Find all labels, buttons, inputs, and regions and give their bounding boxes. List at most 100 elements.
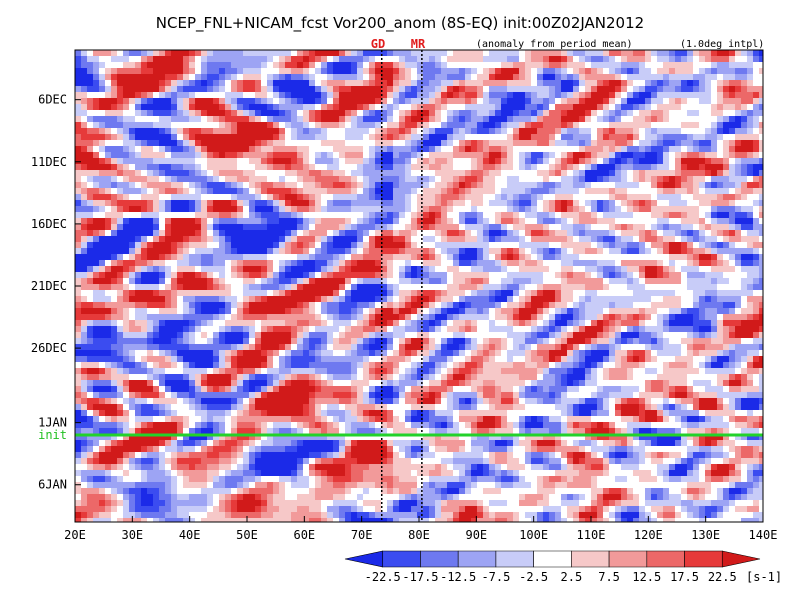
heatmap-cell	[597, 188, 604, 195]
heatmap-cell	[261, 164, 268, 171]
heatmap-cell	[339, 296, 346, 303]
heatmap-cell	[729, 260, 736, 267]
heatmap-cell	[243, 86, 250, 93]
heatmap-cell	[291, 296, 298, 303]
heatmap-cell	[249, 170, 256, 177]
heatmap-cell	[501, 188, 508, 195]
heatmap-cell	[573, 128, 580, 135]
heatmap-cell	[735, 50, 742, 57]
heatmap-cell	[321, 86, 328, 93]
heatmap-cell	[615, 296, 622, 303]
heatmap-cell	[111, 74, 118, 81]
heatmap-cell	[423, 200, 430, 207]
heatmap-cell	[213, 194, 220, 201]
heatmap-cell	[591, 158, 598, 165]
heatmap-cell	[711, 128, 718, 135]
heatmap-cell	[315, 206, 322, 213]
heatmap-cell	[501, 230, 508, 237]
heatmap-cell	[741, 62, 748, 69]
heatmap-cell	[369, 200, 376, 207]
heatmap-cell	[99, 146, 106, 153]
heatmap-cell	[417, 302, 424, 309]
heatmap-cell	[729, 242, 736, 249]
heatmap-cell	[399, 248, 406, 255]
heatmap-cell	[501, 224, 508, 231]
heatmap-cell	[621, 62, 628, 69]
heatmap-cell	[297, 152, 304, 159]
heatmap-cell	[207, 98, 214, 105]
heatmap-cell	[465, 284, 472, 291]
heatmap-cell	[303, 212, 310, 219]
heatmap-cell	[729, 104, 736, 111]
chart-subtitle: (anomaly from period mean)	[476, 39, 633, 50]
heatmap-cell	[345, 80, 352, 87]
heatmap-cell	[675, 230, 682, 237]
heatmap-cell	[693, 302, 700, 309]
heatmap-cell	[693, 236, 700, 243]
heatmap-cell	[495, 116, 502, 123]
heatmap-cell	[201, 56, 208, 63]
heatmap-cell	[675, 224, 682, 231]
heatmap-cell	[681, 134, 688, 141]
heatmap-cell	[693, 248, 700, 255]
heatmap-cell	[699, 74, 706, 81]
heatmap-cell	[399, 128, 406, 135]
heatmap-cell	[165, 152, 172, 159]
heatmap-cell	[201, 224, 208, 231]
heatmap-cell	[75, 254, 82, 261]
heatmap-cell	[129, 116, 136, 123]
heatmap-cell	[261, 116, 268, 123]
heatmap-cell	[687, 80, 694, 87]
heatmap-cell	[417, 140, 424, 147]
heatmap-cell	[393, 116, 400, 123]
heatmap-cell	[453, 86, 460, 93]
heatmap-cell	[363, 242, 370, 249]
heatmap-cell	[309, 176, 316, 183]
heatmap-cell	[435, 134, 442, 141]
heatmap-cell	[429, 134, 436, 141]
heatmap-cell	[387, 248, 394, 255]
heatmap-cell	[753, 194, 760, 201]
heatmap-cell	[177, 182, 184, 189]
heatmap-cell	[519, 278, 526, 285]
heatmap-cell	[471, 56, 478, 63]
heatmap-cell	[435, 152, 442, 159]
heatmap-cell	[375, 188, 382, 195]
heatmap-cell	[417, 290, 424, 297]
heatmap-cell	[387, 56, 394, 63]
heatmap-cell	[105, 56, 112, 63]
heatmap-cell	[249, 164, 256, 171]
heatmap-cell	[525, 284, 532, 291]
heatmap-cell	[261, 206, 268, 213]
heatmap-cell	[609, 56, 616, 63]
heatmap-cell	[225, 278, 232, 285]
heatmap-cell	[189, 188, 196, 195]
heatmap-cell	[147, 164, 154, 171]
heatmap-cell	[291, 122, 298, 129]
heatmap-cell	[99, 302, 106, 309]
heatmap-cell	[477, 302, 484, 309]
heatmap-cell	[471, 188, 478, 195]
heatmap-cell	[567, 296, 574, 303]
heatmap-cell	[303, 308, 310, 315]
heatmap-cell	[651, 86, 658, 93]
heatmap-cell	[357, 74, 364, 81]
heatmap-cell	[327, 260, 334, 267]
heatmap-cell	[525, 182, 532, 189]
heatmap-cell	[405, 182, 412, 189]
heatmap-cell	[285, 308, 292, 315]
heatmap-cell	[717, 242, 724, 249]
heatmap-cell	[609, 68, 616, 75]
heatmap-cell	[381, 254, 388, 261]
heatmap-cell	[585, 284, 592, 291]
heatmap-cell	[645, 146, 652, 153]
heatmap-cell	[171, 92, 178, 99]
heatmap-cell	[159, 182, 166, 189]
heatmap-cell	[579, 158, 586, 165]
heatmap-cell	[483, 230, 490, 237]
heatmap-cell	[453, 62, 460, 69]
heatmap-cell	[261, 272, 268, 279]
heatmap-cell	[93, 236, 100, 243]
heatmap-cell	[705, 260, 712, 267]
heatmap-cell	[657, 170, 664, 177]
